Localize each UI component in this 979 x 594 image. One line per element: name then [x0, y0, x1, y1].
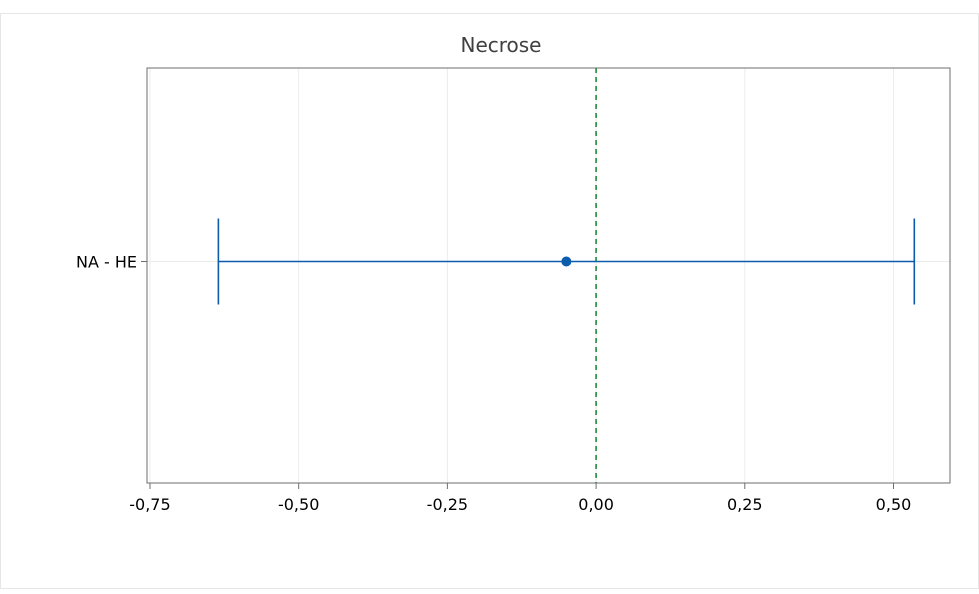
x-tick-label: -0,50: [278, 495, 319, 514]
x-tick-label: -0,75: [129, 495, 170, 514]
chart-title: Necrose: [460, 33, 541, 57]
estimate-point: [561, 256, 572, 267]
intervals-group: [217, 218, 916, 305]
plot-frame: [146, 67, 951, 484]
x-tick-label: 0,25: [727, 495, 763, 514]
y-axis-categories: NA - HE: [76, 253, 147, 272]
category-label: NA - HE: [76, 253, 137, 272]
x-tick-label: 0,50: [876, 495, 912, 514]
x-tick-label: -0,25: [427, 495, 468, 514]
x-tick-label: 0,00: [578, 495, 614, 514]
page-border: [0, 13, 979, 589]
x-axis-ticks: -0,75 -0,50 -0,25 0,00 0,25 0,50: [129, 483, 911, 514]
